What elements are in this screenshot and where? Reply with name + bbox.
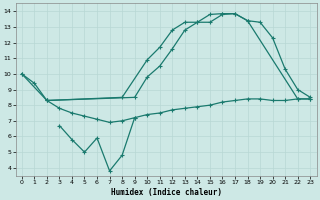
X-axis label: Humidex (Indice chaleur): Humidex (Indice chaleur): [110, 188, 221, 197]
